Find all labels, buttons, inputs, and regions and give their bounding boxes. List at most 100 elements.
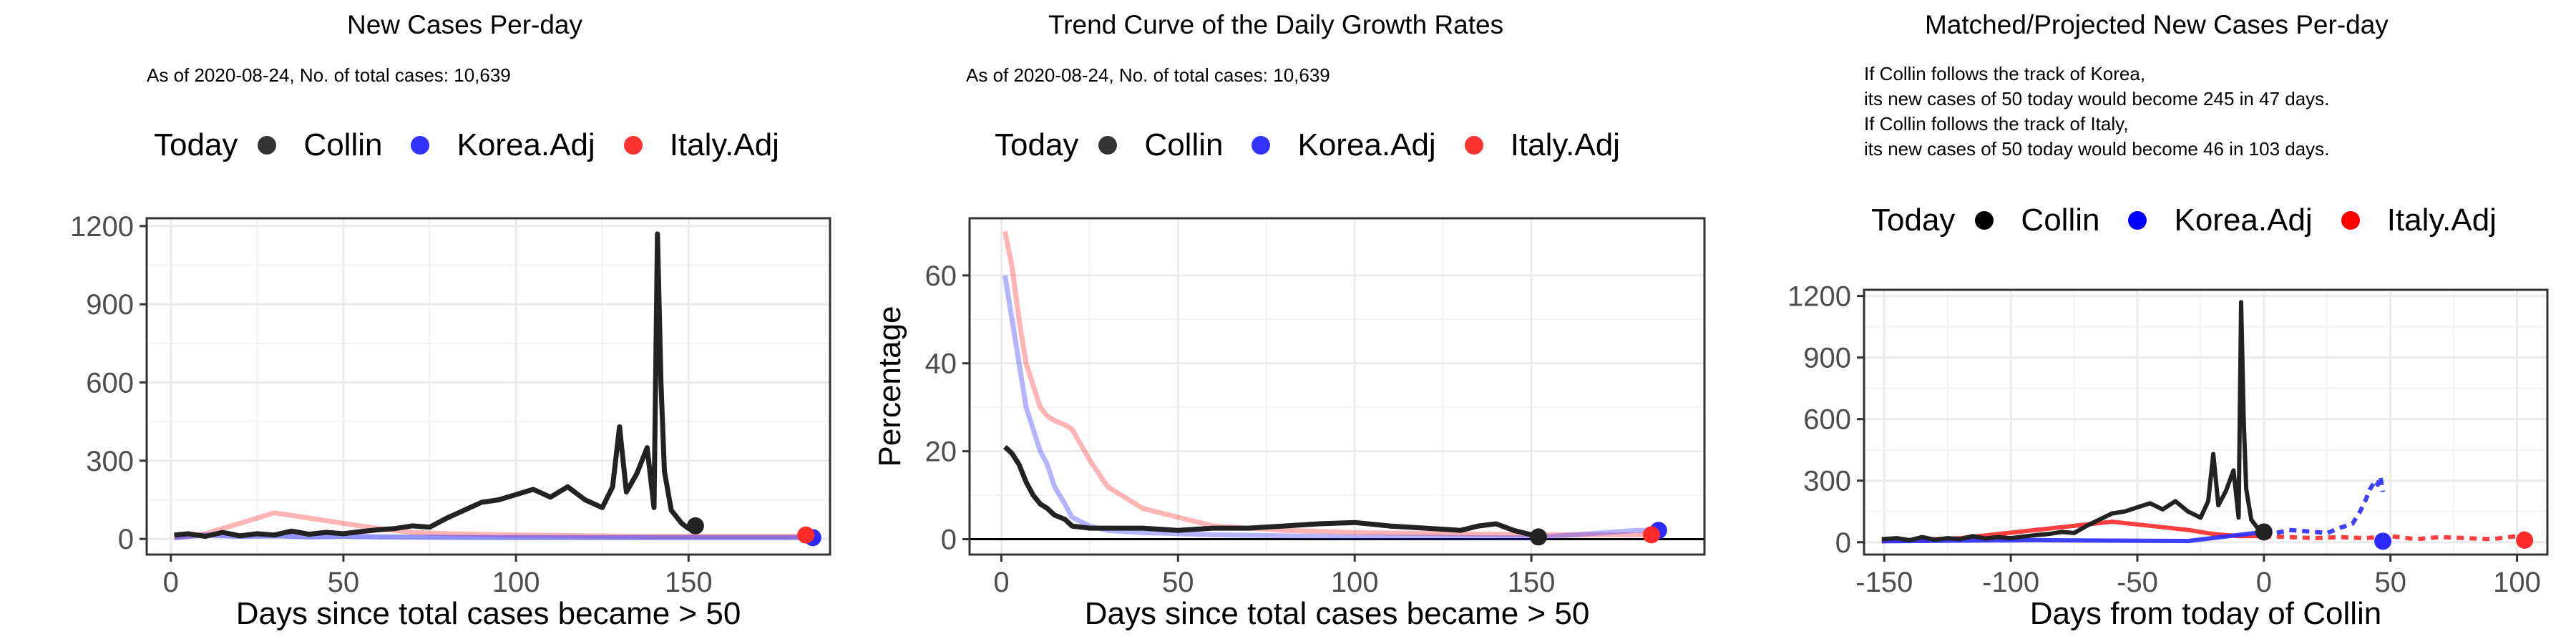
x-tick-label: 50	[1162, 567, 1194, 598]
legend-dot-collin	[1975, 211, 1994, 230]
today-point-italy-adj	[2516, 531, 2534, 549]
x-tick-label: -150	[1855, 567, 1913, 598]
y-tick-label: 600	[86, 368, 134, 399]
legend-item-collin: Collin	[258, 127, 382, 163]
chart-title: Trend Curve of the Daily Growth Rates	[1048, 10, 1504, 39]
x-tick-label: 0	[163, 567, 179, 598]
y-tick-label: 1200	[1787, 281, 1851, 313]
legend-dot-korea	[1252, 136, 1271, 155]
x-tick-label: 0	[2256, 567, 2272, 598]
plot-frame	[1863, 288, 2549, 556]
legend-label-collin: Collin	[303, 127, 383, 162]
legend-item-italy: Italy.Adj	[623, 127, 779, 163]
chart-subtitle: As of 2020-08-24, No. of total cases: 10…	[966, 64, 1330, 86]
y-tick-label: 0	[118, 524, 134, 555]
legend-dot-italy	[623, 136, 643, 155]
x-tick-label: 100	[2493, 567, 2541, 598]
series-line-korea-adj	[2263, 474, 2386, 535]
y-tick-label: 900	[1803, 343, 1851, 374]
today-point-korea-adj	[2374, 532, 2392, 550]
y-axis-label: Percentage	[872, 306, 907, 467]
x-tick-label: -50	[2117, 567, 2158, 598]
legend: Today Collin Korea.Adj Italy.Adj	[995, 127, 1649, 163]
x-tick-label: 100	[1331, 567, 1379, 598]
today-point-italy-adj	[1642, 526, 1660, 544]
panel-growth-rates: Trend Curve of the Daily Growth Rates As…	[859, 0, 1717, 644]
legend-title: Today	[995, 127, 1079, 162]
projection-note-2: its new cases of 50 today would become 2…	[1864, 88, 2330, 109]
y-tick-label: 300	[86, 446, 134, 477]
series-line-korea-adj	[1002, 275, 1655, 541]
today-point-collin	[686, 517, 704, 535]
plot-frame	[968, 217, 1706, 556]
legend-title: Today	[1871, 203, 1956, 238]
x-tick-label: 150	[1508, 567, 1556, 598]
plot-area	[970, 218, 1704, 555]
plot-area	[1864, 290, 2547, 555]
x-tick-label: 100	[492, 567, 540, 598]
legend-title: Today	[154, 127, 238, 162]
legend-item-korea: Korea.Adj	[2128, 203, 2313, 238]
legend-dot-collin	[258, 136, 277, 155]
legend-item-italy: Italy.Adj	[2341, 203, 2497, 238]
projection-note-1: If Collin follows the track of Korea,	[1864, 63, 2146, 84]
legend-label-korea: Korea.Adj	[1297, 127, 1436, 162]
series-line-italy-adj	[1002, 230, 1655, 537]
y-tick-label: 1200	[70, 211, 134, 243]
legend-dot-italy	[1464, 136, 1483, 155]
legend-item-collin: Collin	[1975, 203, 2099, 238]
legend: Today Collin Korea.Adj Italy.Adj	[1871, 203, 2525, 238]
legend-item-korea: Korea.Adj	[411, 127, 595, 163]
x-tick-label: 50	[2374, 567, 2406, 598]
legend-label-italy: Italy.Adj	[2386, 203, 2497, 238]
projection-note-3: If Collin follows the track of Italy,	[1864, 113, 2129, 135]
plot-area	[147, 218, 830, 555]
series-line-collin	[1003, 444, 1538, 537]
projection-note-4: its new cases of 50 today would become 4…	[1864, 138, 2330, 160]
x-tick-label: -100	[1982, 567, 2039, 598]
y-tick-label: 600	[1803, 404, 1851, 436]
y-tick-label: 0	[941, 524, 957, 555]
x-tick-label: 0	[993, 567, 1009, 598]
panel-projected: Matched/Projected New Cases Per-day If C…	[1717, 0, 2576, 644]
chart-title: Matched/Projected New Cases Per-day	[1925, 10, 2389, 39]
x-tick-label: 150	[665, 567, 713, 598]
new-cases-chart: 0 50 100 150 0 300 600 900 1200 Days since total …	[70, 211, 831, 631]
legend-dot-korea	[411, 136, 430, 155]
today-point-italy-adj	[797, 526, 815, 544]
chart-subtitle: As of 2020-08-24, No. of total cases: 10…	[147, 64, 511, 86]
y-tick-label: 20	[925, 436, 957, 468]
plot-frame	[145, 217, 831, 556]
y-tick-label: 40	[925, 348, 957, 380]
y-tick-label: 900	[86, 289, 134, 321]
y-tick-label: 300	[1803, 466, 1851, 497]
today-point-collin	[2255, 523, 2273, 541]
x-axis-label: Days since total cases became > 50	[236, 596, 741, 631]
series-line-italy-adj	[2263, 530, 2526, 542]
legend-item-korea: Korea.Adj	[1252, 127, 1436, 163]
legend-label-collin: Collin	[2021, 203, 2100, 238]
y-tick-label: 0	[1835, 527, 1851, 559]
series-line-korea-adj	[1881, 530, 2265, 544]
series-line-collin	[1881, 300, 2265, 542]
projected-cases-chart: -150 -100 -50 0 50 100 0 300 600 900 1200 Days from…	[1787, 281, 2549, 631]
legend-dot-italy	[2341, 211, 2360, 230]
series-line-collin	[174, 231, 697, 539]
legend-label-collin: Collin	[1144, 127, 1224, 162]
legend-label-korea: Korea.Adj	[2174, 203, 2313, 238]
x-axis-label: Days since total cases became > 50	[1085, 596, 1590, 631]
legend-dot-korea	[2128, 211, 2147, 230]
legend-item-italy: Italy.Adj	[1464, 127, 1620, 163]
legend-label-korea: Korea.Adj	[457, 127, 595, 162]
legend-label-italy: Italy.Adj	[669, 127, 779, 162]
panel-new-cases: New Cases Per-day As of 2020-08-24, No. …	[0, 0, 859, 644]
today-point-collin	[1529, 528, 1547, 546]
y-tick-label: 60	[925, 260, 957, 292]
legend-dot-collin	[1098, 136, 1118, 155]
legend-label-italy: Italy.Adj	[1510, 127, 1620, 162]
x-axis-label: Days from today of Collin	[2030, 596, 2382, 631]
x-tick-label: 50	[328, 567, 360, 598]
chart-title: New Cases Per-day	[347, 10, 583, 39]
growth-rate-chart: 0 50 100 150 0 20 40 60 Days since total cases b…	[872, 217, 1706, 631]
legend: Today Collin Korea.Adj Italy.Adj	[154, 127, 808, 163]
